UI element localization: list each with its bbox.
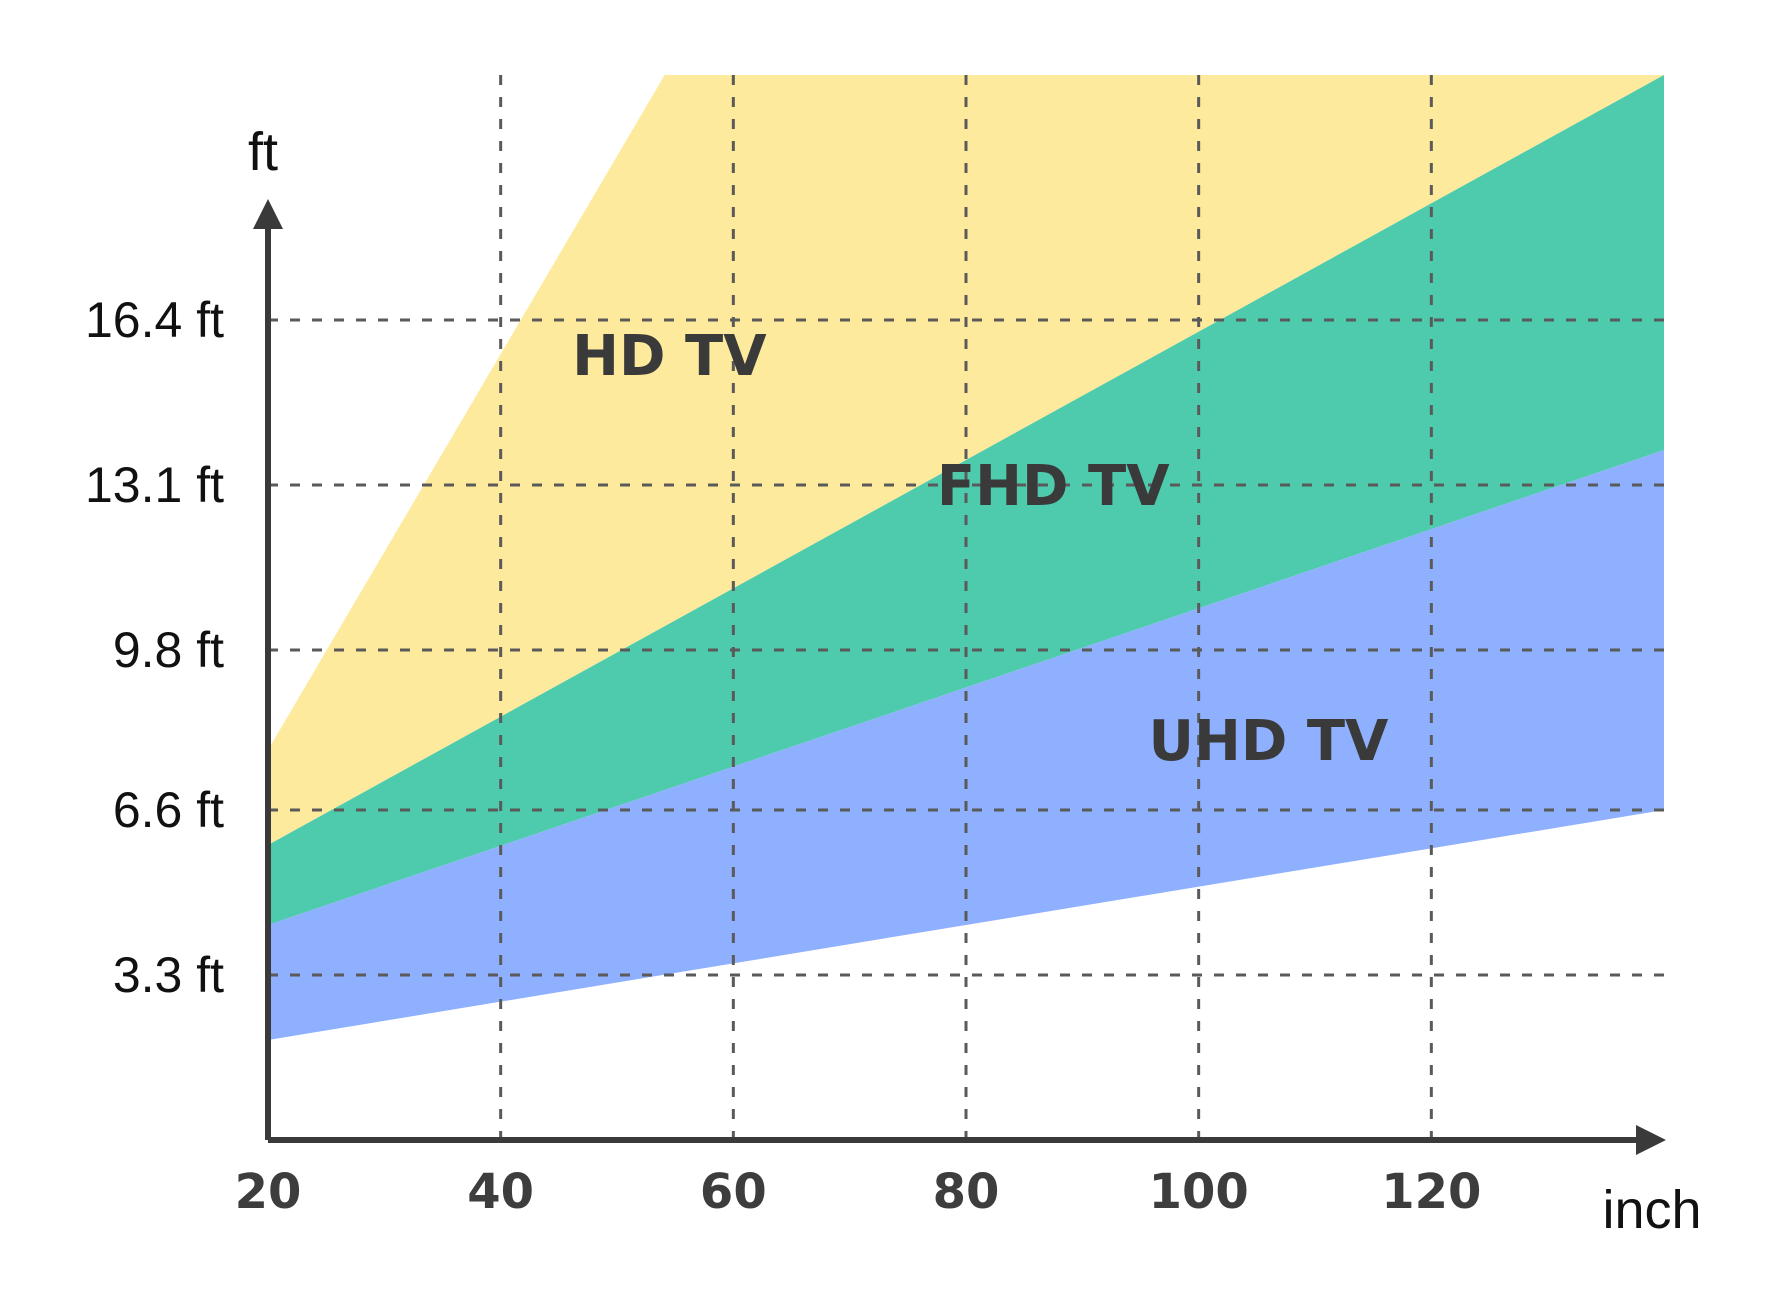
y-tick-label: 13.1 ft <box>85 457 224 513</box>
grid-lines <box>268 75 1664 1140</box>
band-label: FHD TV <box>937 454 1170 519</box>
band-labels: HD TV FHD TV UHD TV <box>572 324 1389 774</box>
band-label: UHD TV <box>1149 709 1390 774</box>
band-label: HD TV <box>572 324 767 389</box>
x-tick-label: 80 <box>933 1164 1000 1220</box>
axes <box>253 199 1666 1155</box>
x-tick-label: 120 <box>1381 1164 1481 1220</box>
x-tick-label: 100 <box>1149 1164 1249 1220</box>
y-tick-label: 3.3 ft <box>113 947 224 1003</box>
x-axis-title: inch <box>1602 1180 1701 1240</box>
y-tick-label: 6.6 ft <box>113 782 224 838</box>
y-tick-label: 9.8 ft <box>113 622 224 678</box>
x-tick-label: 60 <box>700 1164 767 1220</box>
y-axis-title: ft <box>248 122 278 182</box>
tick-labels: 20 40 60 80 100 120 3.3 ft 6.6 ft 9.8 ft 13.1 ft 1… <box>85 292 1481 1220</box>
y-tick-label: 16.4 ft <box>85 292 224 348</box>
x-tick-label: 20 <box>235 1164 302 1220</box>
x-tick-label: 40 <box>467 1164 534 1220</box>
